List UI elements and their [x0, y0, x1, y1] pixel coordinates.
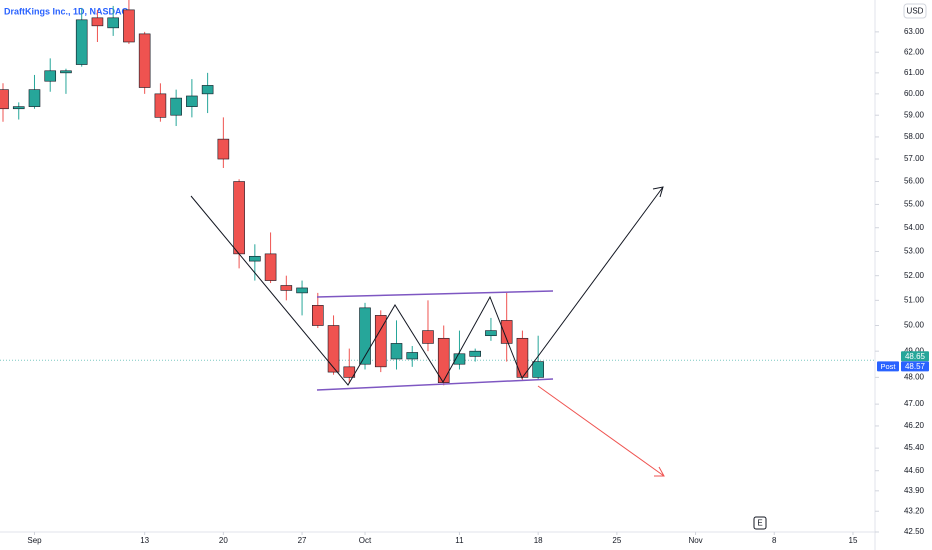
- y-tick-label: 58.00: [904, 132, 925, 141]
- x-tick-label: 20: [219, 536, 228, 545]
- y-tick-label: 47.00: [904, 399, 925, 408]
- candle-body: [249, 255, 261, 262]
- earnings-marker[interactable]: [753, 516, 767, 530]
- candle-body: [343, 366, 356, 378]
- candle-body: [123, 9, 135, 43]
- y-tick-label: 53.00: [904, 247, 925, 256]
- candle-body: [60, 70, 72, 74]
- y-tick-label: 57.00: [904, 154, 925, 163]
- y-tick-label: 56.00: [904, 177, 925, 186]
- price-tag-label: 48.57: [905, 362, 926, 371]
- candle-body: [107, 17, 119, 29]
- y-tick-label: 61.00: [904, 68, 925, 77]
- y-tick-label: 43.90: [904, 486, 925, 495]
- pattern-line: [190, 186, 664, 386]
- currency-label: USD: [907, 7, 924, 16]
- candle-body: [311, 305, 324, 326]
- candle-body: [44, 70, 57, 82]
- x-tick-label: 18: [534, 536, 543, 545]
- x-tick-label: 25: [612, 536, 621, 545]
- candle-body: [186, 95, 198, 107]
- y-tick-label: 46.20: [904, 421, 925, 430]
- x-tick-label: Sep: [27, 536, 42, 545]
- y-tick-label: 45.40: [904, 443, 925, 452]
- candle-body: [170, 97, 182, 116]
- candle-body: [532, 361, 544, 378]
- y-tick-label: 50.00: [904, 321, 925, 330]
- y-tick-label: 63.00: [904, 27, 925, 36]
- candle-body: [91, 17, 104, 27]
- x-tick-label: Oct: [359, 536, 372, 545]
- y-tick-label: 55.00: [904, 200, 925, 209]
- y-tick-label: 54.00: [904, 223, 925, 232]
- y-tick-label: 60.00: [904, 89, 925, 98]
- candle-body: [422, 330, 434, 344]
- candle-body: [217, 138, 230, 160]
- x-tick-label: 15: [849, 536, 858, 545]
- y-tick-label: 51.00: [904, 295, 925, 304]
- y-tick-label: 52.00: [904, 271, 925, 280]
- chart-title: DraftKings Inc., 1D, NASDAQ: [4, 6, 129, 16]
- candle-body: [154, 93, 167, 118]
- candle-body: [374, 315, 387, 368]
- price-tag-label: 48.65: [905, 352, 926, 361]
- currency-badge[interactable]: [903, 3, 927, 19]
- channel-top: [316, 290, 554, 298]
- candle-body: [390, 343, 403, 360]
- candle-body: [296, 287, 308, 294]
- y-tick-label: 44.60: [904, 466, 925, 475]
- candle-body: [233, 181, 245, 255]
- channel-bottom: [316, 378, 554, 391]
- candle-body: [201, 85, 214, 95]
- drawings: [190, 186, 665, 477]
- candle-body: [0, 89, 9, 110]
- candle-body: [327, 325, 340, 373]
- y-tick-label: 62.00: [904, 47, 925, 56]
- down-arrow: [537, 385, 665, 477]
- x-tick-label: 13: [140, 536, 149, 545]
- x-tick-label: 27: [298, 536, 307, 545]
- price-tag: [901, 351, 929, 362]
- candle-body: [138, 33, 151, 88]
- session-tag: [877, 361, 899, 372]
- y-tick-label: 59.00: [904, 110, 925, 119]
- candle-body: [469, 350, 482, 357]
- candle-body: [453, 353, 466, 365]
- y-tick-label: 42.50: [904, 527, 925, 536]
- candle-body: [75, 19, 88, 65]
- session-tag-label: Post: [880, 362, 896, 371]
- earnings-label: E: [757, 519, 762, 528]
- candle-body: [485, 330, 497, 337]
- y-tick-label: 48.00: [904, 372, 925, 381]
- candle-body: [406, 352, 419, 360]
- candle-body: [280, 285, 293, 291]
- candle-body: [359, 307, 371, 365]
- x-tick-label: Nov: [688, 536, 702, 545]
- y-tick-label: 49.00: [904, 346, 925, 355]
- x-tick-label: 8: [772, 536, 777, 545]
- candle-body: [500, 320, 513, 344]
- y-tick-label: 43.20: [904, 506, 925, 515]
- x-tick-label: 11: [455, 536, 464, 545]
- candle-body: [437, 337, 450, 383]
- candle-body: [28, 89, 41, 107]
- up-arrowhead: [652, 186, 664, 198]
- candle-body: [12, 106, 25, 110]
- down-arrowhead: [654, 466, 665, 477]
- price-tag: [901, 361, 929, 372]
- candle-body: [264, 253, 277, 281]
